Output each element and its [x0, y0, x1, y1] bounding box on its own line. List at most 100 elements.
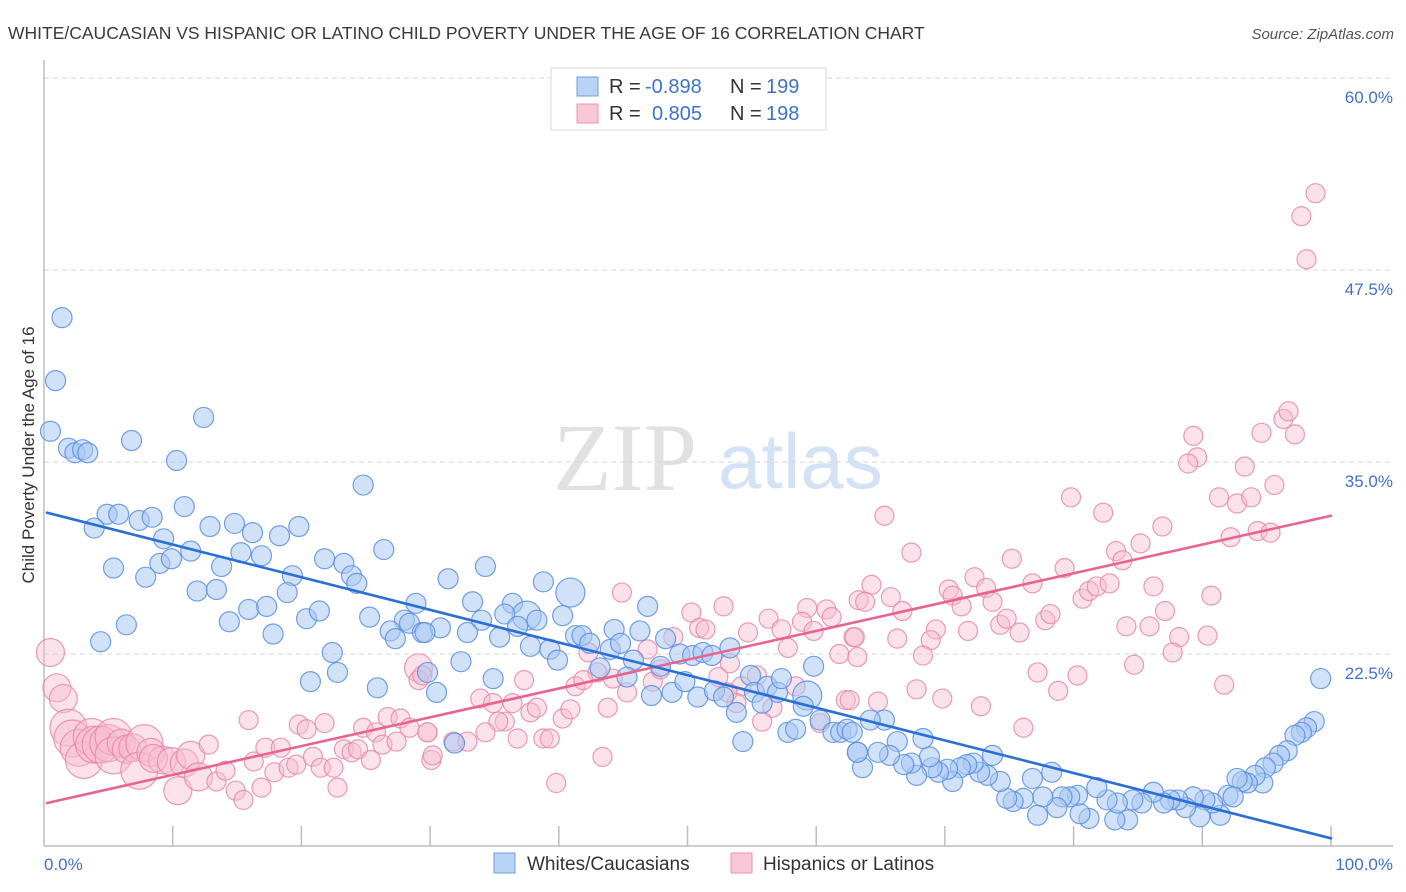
- white-point: [153, 528, 175, 550]
- white-point: [803, 655, 825, 677]
- white-point: [912, 727, 934, 750]
- hispanic-point: [1040, 603, 1061, 625]
- hispanic-point: [573, 670, 594, 691]
- watermark-atlas: atlas: [718, 417, 883, 505]
- hispanic-point: [296, 719, 317, 740]
- hispanic-point: [198, 734, 219, 755]
- hispanic-point: [270, 737, 291, 758]
- hispanic-point: [327, 777, 348, 798]
- hispanic-point: [302, 746, 324, 768]
- white-n-label: N =: [730, 76, 762, 98]
- white-point: [115, 614, 137, 636]
- white-trend-line: [45, 511, 1333, 840]
- legend-item-whites[interactable]: Whites/Caucasians: [493, 852, 690, 875]
- white-point: [526, 609, 548, 631]
- trend-lines: [45, 511, 1333, 840]
- hispanic-point: [777, 637, 798, 658]
- white-point: [44, 369, 67, 392]
- hispanic-point: [861, 574, 882, 595]
- hispanic-point: [1201, 585, 1222, 606]
- hispanic-n-label: N =: [730, 103, 762, 125]
- white-point: [218, 611, 240, 633]
- hispanic-point: [1143, 576, 1164, 597]
- legend-swatch-hispanics: [730, 852, 753, 874]
- white-point: [83, 517, 105, 539]
- hispanic-point: [925, 619, 946, 640]
- y-tick-label: 60.0%: [1345, 88, 1393, 107]
- white-point: [482, 667, 504, 690]
- hispanic-point: [1013, 717, 1034, 738]
- hispanic-point: [507, 728, 528, 749]
- hispanic-point: [1048, 680, 1069, 701]
- hispanic-point: [513, 670, 535, 691]
- hispanic-point: [1214, 674, 1235, 695]
- hispanic-point: [1178, 453, 1199, 474]
- hispanic-trend-line: [45, 514, 1333, 805]
- hispanic-point: [1152, 516, 1173, 537]
- hispanic-point: [695, 619, 716, 640]
- hispanic-point: [844, 627, 865, 648]
- white-point: [918, 746, 941, 768]
- hispanic-point: [386, 731, 407, 752]
- hispanic-point: [422, 745, 443, 766]
- white-point: [846, 741, 868, 763]
- white-point: [366, 677, 388, 699]
- hispanic-point: [1264, 474, 1285, 496]
- hispanic-point: [1183, 425, 1204, 446]
- white-point: [39, 420, 62, 442]
- hispanic-point: [1169, 627, 1190, 648]
- hispanic-point: [996, 608, 1017, 629]
- hispanic-point: [1130, 533, 1151, 554]
- white-point: [655, 628, 677, 650]
- hispanic-point: [1296, 249, 1317, 270]
- hispanic-point: [286, 754, 307, 775]
- white-point: [308, 600, 331, 622]
- hispanic-point: [48, 683, 78, 714]
- chart-title: WHITE/CAUCASIAN VS HISPANIC OR LATINO CH…: [8, 23, 925, 43]
- hispanic-point: [1086, 576, 1107, 597]
- hispanic-point: [1197, 625, 1218, 646]
- white-point: [867, 741, 889, 763]
- white-r-label: R =: [609, 76, 641, 98]
- white-point: [474, 555, 497, 578]
- hispanic-point: [1099, 573, 1120, 594]
- hispanic-point: [611, 582, 632, 603]
- hispanic-point: [1067, 665, 1088, 686]
- hispanic-point: [1009, 622, 1030, 643]
- white-point: [108, 503, 130, 525]
- hispanic-point: [323, 757, 344, 778]
- hispanic-point: [546, 772, 567, 794]
- x-tick-label-max: 100.0%: [1335, 855, 1393, 874]
- white-point: [1222, 786, 1244, 808]
- hispanic-point: [847, 646, 868, 668]
- hispanic-point: [417, 722, 438, 743]
- white-point: [384, 628, 406, 650]
- hispanic-point: [713, 596, 734, 617]
- hispanic-point: [238, 709, 259, 731]
- white-point: [288, 515, 310, 538]
- gridlines: [44, 77, 1393, 655]
- white-point: [186, 580, 208, 602]
- white-point: [299, 671, 322, 693]
- hispanic-point: [887, 628, 908, 649]
- white-point: [90, 631, 112, 653]
- hispanic-point: [1139, 616, 1160, 637]
- legend-item-hispanics[interactable]: Hispanics or Latinos: [730, 852, 934, 875]
- hispanic-point: [138, 743, 168, 774]
- white-point: [192, 406, 215, 429]
- hispanic-point: [533, 728, 554, 749]
- white-point: [640, 684, 663, 707]
- white-point: [102, 557, 125, 579]
- white-point: [120, 429, 143, 452]
- watermark: ZIP atlas: [553, 404, 883, 511]
- white-point: [223, 512, 246, 535]
- hispanic-point: [880, 587, 901, 608]
- hispanic-point: [1284, 424, 1306, 445]
- hispanic-point: [597, 697, 618, 718]
- white-point: [589, 657, 611, 679]
- hispanic-point: [938, 579, 959, 600]
- hispanic-point: [314, 713, 335, 734]
- hispanic-point: [874, 505, 895, 526]
- white-point: [841, 721, 863, 743]
- hispanic-point: [1001, 548, 1022, 569]
